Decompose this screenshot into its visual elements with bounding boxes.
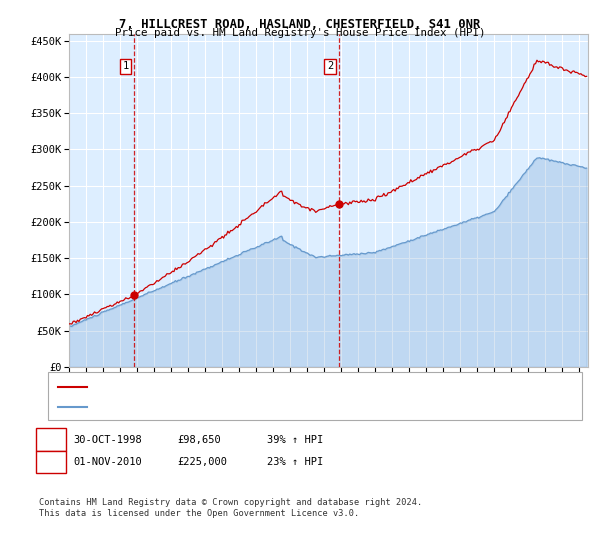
Text: 7, HILLCREST ROAD, HASLAND, CHESTERFIELD, S41 0NR: 7, HILLCREST ROAD, HASLAND, CHESTERFIELD…: [119, 18, 481, 31]
Text: 2: 2: [48, 457, 54, 467]
Text: 30-OCT-1998: 30-OCT-1998: [74, 435, 143, 445]
Text: 1: 1: [48, 435, 54, 445]
Text: Contains HM Land Registry data © Crown copyright and database right 2024.
This d: Contains HM Land Registry data © Crown c…: [39, 498, 422, 518]
Text: 2: 2: [327, 61, 333, 71]
Text: HPI: Average price, detached house, Chesterfield: HPI: Average price, detached house, Ches…: [92, 402, 368, 411]
Text: Price paid vs. HM Land Registry's House Price Index (HPI): Price paid vs. HM Land Registry's House …: [115, 28, 485, 38]
Text: £98,650: £98,650: [177, 435, 221, 445]
Text: 39% ↑ HPI: 39% ↑ HPI: [267, 435, 323, 445]
Text: 23% ↑ HPI: 23% ↑ HPI: [267, 457, 323, 467]
Text: 7, HILLCREST ROAD, HASLAND, CHESTERFIELD, S41 0NR (detached house): 7, HILLCREST ROAD, HASLAND, CHESTERFIELD…: [92, 382, 472, 391]
Text: 1: 1: [122, 61, 129, 71]
Text: 01-NOV-2010: 01-NOV-2010: [74, 457, 143, 467]
Text: £225,000: £225,000: [177, 457, 227, 467]
